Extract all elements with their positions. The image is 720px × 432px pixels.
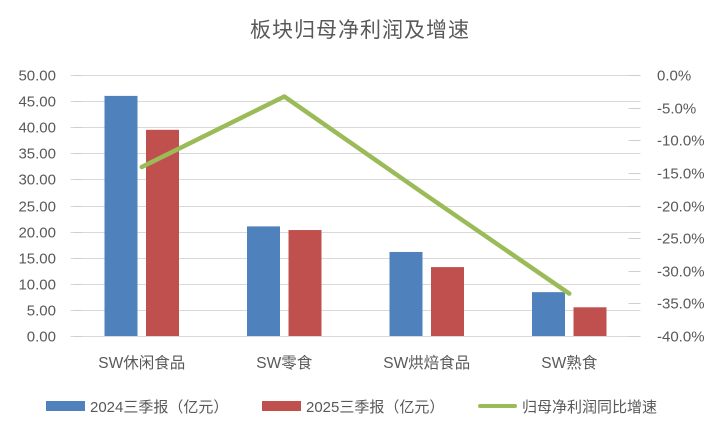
right-axis-label: -40.0% <box>657 329 705 346</box>
category-label-1: SW休闲食品 <box>98 354 185 372</box>
left-axis-label: 25.00 <box>18 199 56 216</box>
chart-title: 板块归母净利润及增速 <box>250 18 470 42</box>
right-axis-label: -15.0% <box>657 166 705 183</box>
legend-label-2024: 2024三季报（亿元） <box>90 398 229 416</box>
category-label-3: SW烘焙食品 <box>383 354 470 372</box>
bar-2025-cat4 <box>573 307 607 336</box>
right-axis-label: -10.0% <box>657 133 705 150</box>
bar-2025-cat3 <box>431 267 464 336</box>
left-axis-label: 35.00 <box>18 146 56 163</box>
left-axis-label: 5.00 <box>27 303 56 320</box>
legend-label-2025: 2025三季报（亿元） <box>306 398 445 416</box>
legend-swatch-growth-line <box>478 404 517 408</box>
bar-2024-cat3 <box>389 251 423 336</box>
left-axis-label: 20.00 <box>18 225 56 242</box>
right-axis-label: -30.0% <box>657 264 705 281</box>
bar-2024-cat2 <box>247 226 280 336</box>
left-axis-label: 45.00 <box>18 94 56 111</box>
legend-swatch-2024-bar <box>46 401 85 411</box>
left-axis-label: 15.00 <box>18 251 56 268</box>
left-axis-label: 40.00 <box>18 120 56 137</box>
legend-item-2025: 2025三季报（亿元） <box>262 396 444 416</box>
bar-2024-cat1 <box>104 95 138 336</box>
legend-swatch-2025-bar <box>262 401 301 411</box>
legend-label-growth: 归母净利润同比增速 <box>522 398 658 416</box>
legend-item-2024: 2024三季报（亿元） <box>46 396 228 416</box>
category-label-2: SW零食 <box>256 354 312 372</box>
bar-2024-cat4 <box>532 292 565 336</box>
right-axis-label: -5.0% <box>657 101 696 118</box>
right-axis-label: -35.0% <box>657 296 705 313</box>
left-axis-label: 30.00 <box>18 172 56 189</box>
right-axis-label: 0.0% <box>657 68 691 85</box>
right-axis-label: -25.0% <box>657 231 705 248</box>
growth-line <box>139 94 572 296</box>
legend-item-growth: 归母净利润同比增速 <box>478 396 657 416</box>
left-axis-label: 0.00 <box>27 329 56 346</box>
left-axis-label: 50.00 <box>18 68 56 85</box>
bar-2025-cat2 <box>288 230 322 336</box>
left-axis-label: 10.00 <box>18 277 56 294</box>
category-label-4: SW熟食 <box>541 354 597 372</box>
right-axis-label: -20.0% <box>657 199 705 216</box>
